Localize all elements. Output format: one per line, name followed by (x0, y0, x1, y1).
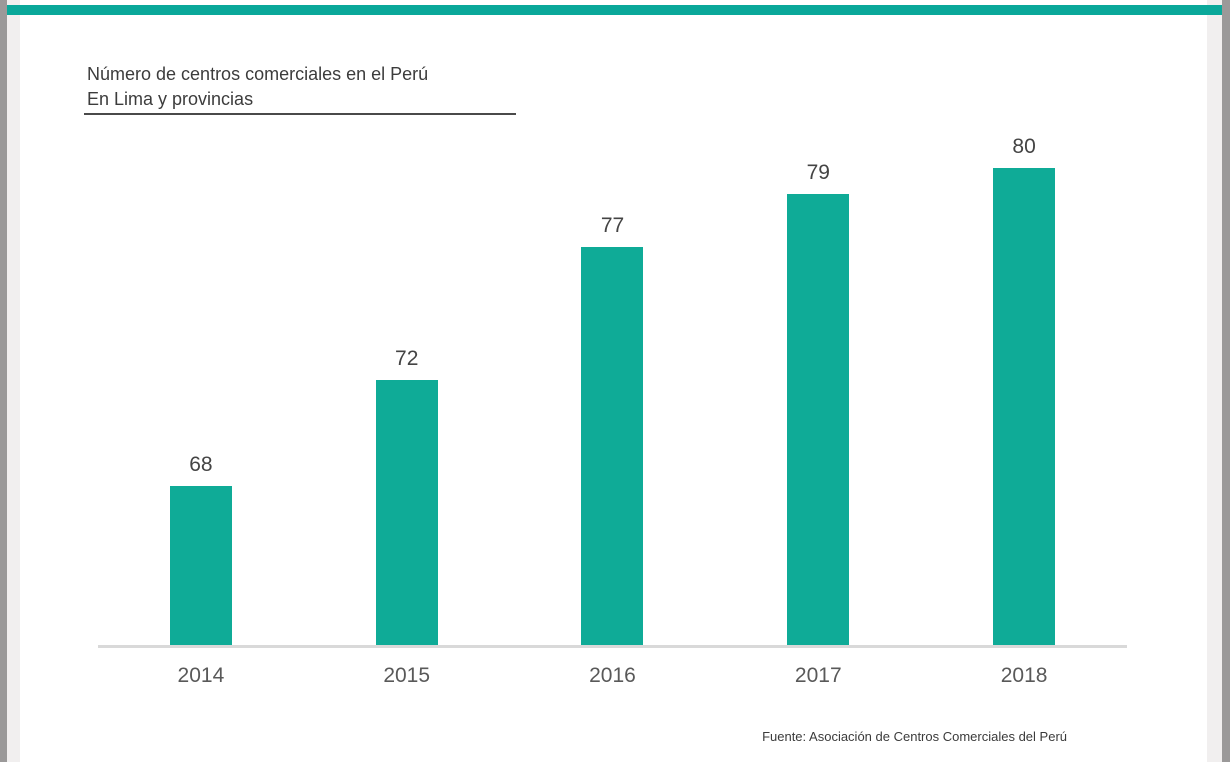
bar-group: 72 (304, 115, 510, 645)
bar-group: 80 (921, 115, 1127, 645)
bar-value-label: 68 (189, 453, 213, 476)
bar-value-label: 80 (1012, 135, 1036, 158)
source-note: Fuente: Asociación de Centros Comerciale… (762, 729, 1067, 744)
x-axis-line (98, 645, 1127, 648)
top-accent-bar (7, 5, 1222, 15)
bar (375, 380, 438, 645)
bar (787, 194, 850, 645)
x-axis-labels: 2014 2015 2016 2017 2018 (98, 663, 1127, 691)
x-axis-tick-label: 2016 (589, 664, 636, 687)
plot-area: 68 72 77 79 80 (98, 115, 1127, 645)
page-right-margin (1207, 0, 1222, 762)
x-axis-tick-label: 2015 (383, 664, 431, 687)
chart-title: Número de centros comerciales en el Perú (87, 64, 429, 84)
bar (993, 168, 1056, 645)
bar-group: 68 (98, 115, 304, 645)
viewer-left-edge (0, 0, 7, 762)
bar (169, 486, 232, 645)
x-axis-tick-label: 2018 (1000, 664, 1048, 687)
title-underline (84, 113, 516, 115)
bar-value-label: 72 (395, 347, 419, 370)
x-axis-tick-label: 2017 (794, 664, 842, 687)
x-axis-tick-label: 2014 (177, 664, 225, 687)
bar-group: 79 (715, 115, 921, 645)
page-left-margin (7, 0, 20, 762)
viewer-right-edge (1222, 0, 1230, 762)
bar-value-label: 77 (600, 214, 625, 237)
bar-group: 77 (510, 115, 716, 645)
chart-title-block: Número de centros comerciales en el Perú… (87, 62, 547, 112)
bar (581, 247, 644, 645)
chart-subtitle: En Lima y provincias (87, 89, 254, 109)
bar-value-label: 79 (806, 161, 830, 184)
